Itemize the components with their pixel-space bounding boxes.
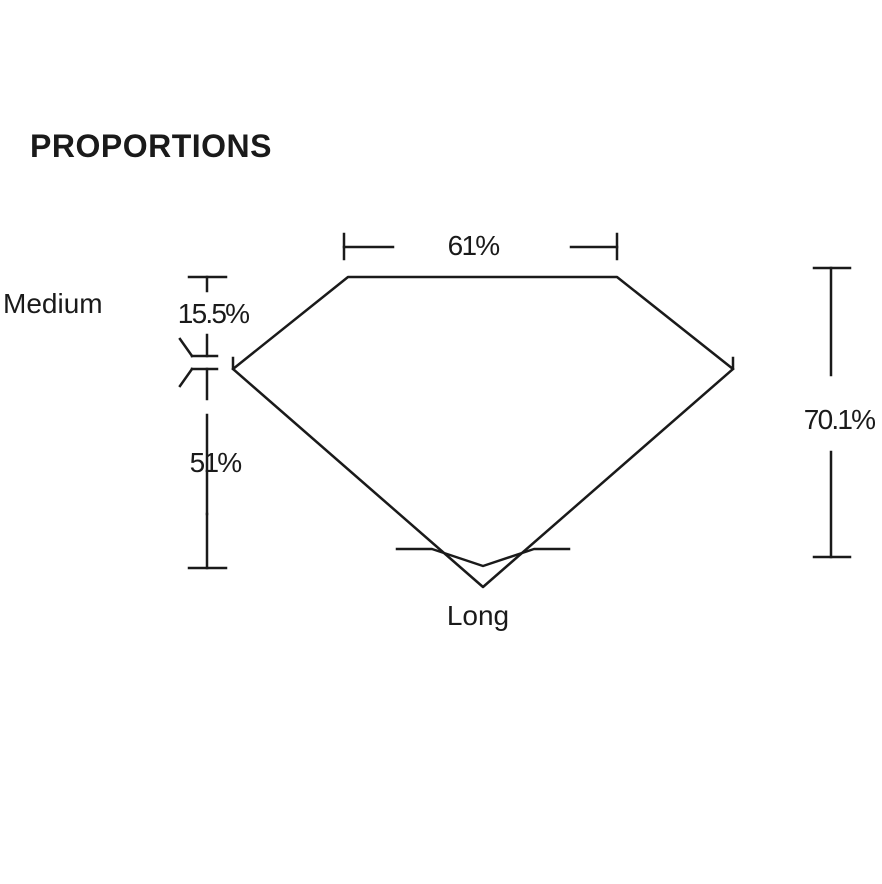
svg-text:Long: Long	[447, 600, 509, 631]
svg-text:15.5%: 15.5%	[178, 298, 249, 329]
svg-text:61%: 61%	[448, 230, 500, 261]
svg-text:70.1%: 70.1%	[804, 404, 875, 435]
svg-text:51%: 51%	[190, 447, 242, 478]
